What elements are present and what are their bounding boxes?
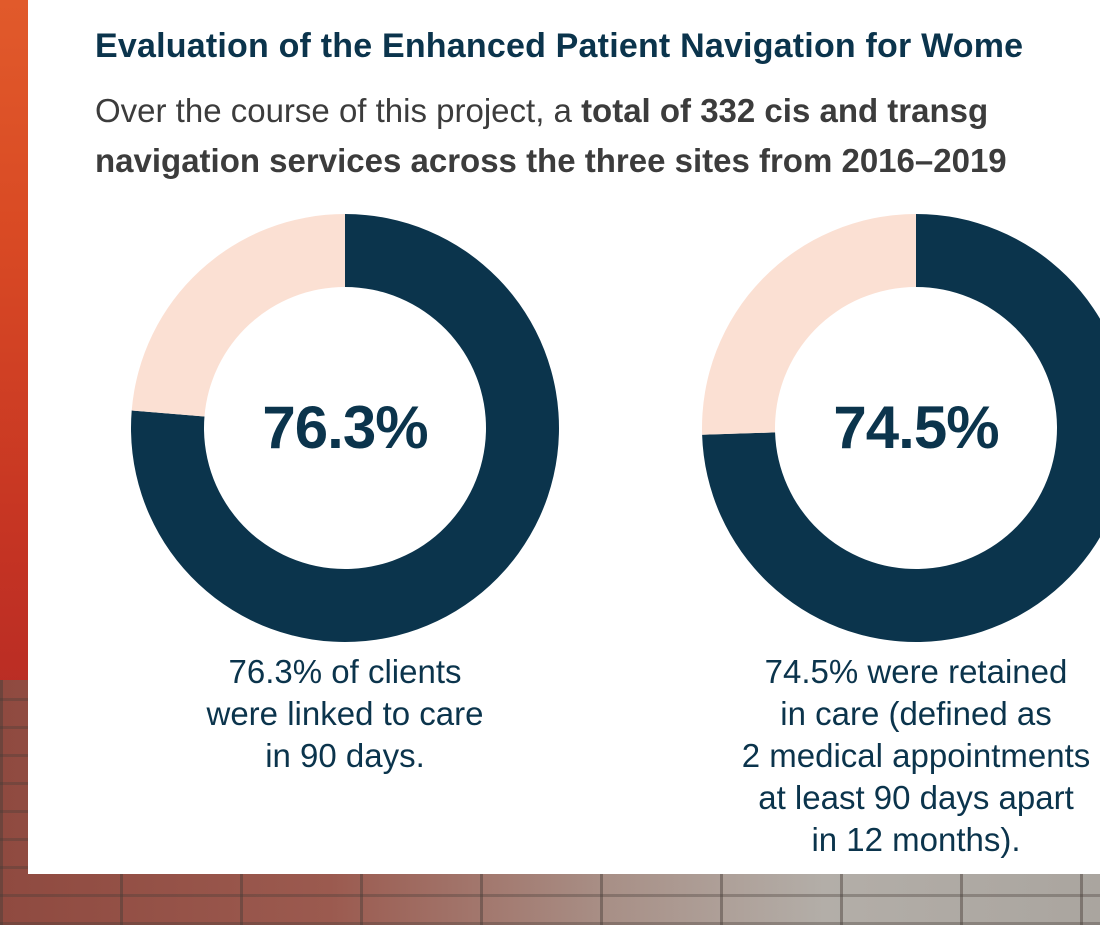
intro-line-1-regular: Over the course of this project, a (95, 92, 582, 129)
caption-line: 74.5% were retained (764, 653, 1068, 690)
intro-line-1: Over the course of this project, a total… (95, 86, 1007, 136)
chart-caption-retained-in-care: 74.5% were retained in care (defined as … (696, 651, 1100, 861)
intro-line-2-bold: navigation services across the three sit… (95, 142, 1007, 179)
caption-line: in 90 days. (265, 737, 425, 774)
donut-slice-remainder (131, 214, 345, 417)
caption-line: in care (defined as (780, 695, 1052, 732)
page-title: Evaluation of the Enhanced Patient Navig… (95, 27, 1024, 65)
caption-line: 76.3% of clients (228, 653, 462, 690)
donut-slice-value (131, 214, 560, 642)
donut-slice-remainder (702, 214, 916, 435)
chart-caption-linked-to-care: 76.3% of clients were linked to care in … (125, 651, 565, 777)
infographic-card: Evaluation of the Enhanced Patient Navig… (28, 0, 1100, 874)
donut-center-value: 76.3% (262, 394, 428, 461)
donut-slice-value (702, 214, 1100, 642)
caption-line: in 12 months). (811, 821, 1021, 858)
caption-line: were linked to care (206, 695, 484, 732)
caption-line: at least 90 days apart (758, 779, 1074, 816)
donut-chart-linked-to-care: 76.3% (129, 212, 561, 644)
intro-line-1-bold: total of 332 cis and transg (581, 92, 989, 129)
donut-chart-retained-in-care: 74.5% (700, 212, 1100, 644)
donut-center-value: 74.5% (833, 394, 999, 461)
donut-chart-1-svg (131, 214, 560, 642)
caption-line: 2 medical appointments (741, 737, 1091, 774)
intro-text: Over the course of this project, a total… (95, 86, 1007, 186)
donut-chart-2-svg (702, 214, 1100, 642)
